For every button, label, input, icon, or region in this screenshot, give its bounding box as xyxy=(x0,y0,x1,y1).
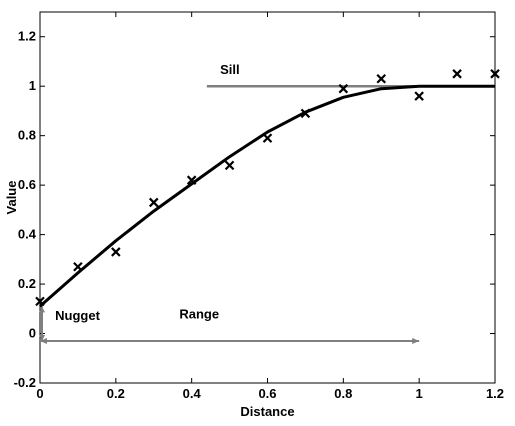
sill-label: Sill xyxy=(220,62,240,77)
data-point xyxy=(73,261,83,272)
x-tick-label: 0 xyxy=(36,386,43,401)
y-tick-label: 0.2 xyxy=(18,276,36,291)
data-point-stroke xyxy=(262,133,273,143)
data-point xyxy=(338,83,349,94)
data-point-stroke xyxy=(111,247,121,257)
data-point-stroke xyxy=(73,261,83,272)
data-point-stroke xyxy=(148,197,159,208)
data-point-stroke xyxy=(300,108,311,119)
data-point xyxy=(148,197,159,208)
nugget-arrowhead xyxy=(39,306,45,313)
x-tick-label: 0.8 xyxy=(334,386,352,401)
x-tick-label: 0.4 xyxy=(183,386,202,401)
data-point-stroke xyxy=(186,175,197,185)
data-point xyxy=(452,69,462,79)
data-point xyxy=(414,91,424,101)
data-point-stroke xyxy=(35,296,45,307)
y-tick-label: 0 xyxy=(29,326,36,341)
data-point xyxy=(262,133,273,143)
x-tick-label: 0.6 xyxy=(258,386,276,401)
range-label: Range xyxy=(179,307,219,322)
data-point xyxy=(186,175,197,185)
nugget-label: Nugget xyxy=(55,308,100,323)
y-axis-title: Value xyxy=(4,181,19,215)
model-curve xyxy=(39,84,495,308)
data-point xyxy=(35,296,45,307)
data-point xyxy=(111,247,121,257)
range-arrowhead xyxy=(412,337,420,344)
nugget-arrowhead xyxy=(39,334,45,341)
data-point-stroke xyxy=(414,91,424,101)
plot-area: 0 0.2 0.4 0.6 0.8 1 1.2-0.200.20.40.60.811.2Di… xyxy=(4,11,504,419)
data-point xyxy=(224,160,235,171)
data-point-stroke xyxy=(452,69,462,79)
y-tick-label: 1 xyxy=(29,78,36,93)
x-axis-title: Distance xyxy=(240,404,294,419)
data-point xyxy=(490,69,500,79)
data-point xyxy=(376,74,387,84)
x-tick-label: 0.2 xyxy=(107,386,125,401)
y-tick-label: 0.4 xyxy=(18,227,37,242)
y-tick-label: -0.2 xyxy=(14,375,36,390)
x-tick-label: 1.2 xyxy=(486,386,504,401)
data-point-stroke xyxy=(376,74,387,84)
y-tick-label: 1.2 xyxy=(18,29,36,44)
y-tick-label: 0.6 xyxy=(18,177,36,192)
x-tick-label: 1 xyxy=(416,386,423,401)
data-point-stroke xyxy=(338,83,349,94)
data-point xyxy=(300,108,311,119)
y-tick-label: 0.8 xyxy=(18,128,36,143)
data-point-stroke xyxy=(490,69,500,79)
plot-frame xyxy=(39,11,496,384)
data-point-stroke xyxy=(224,160,235,171)
range-arrowhead xyxy=(40,337,47,344)
